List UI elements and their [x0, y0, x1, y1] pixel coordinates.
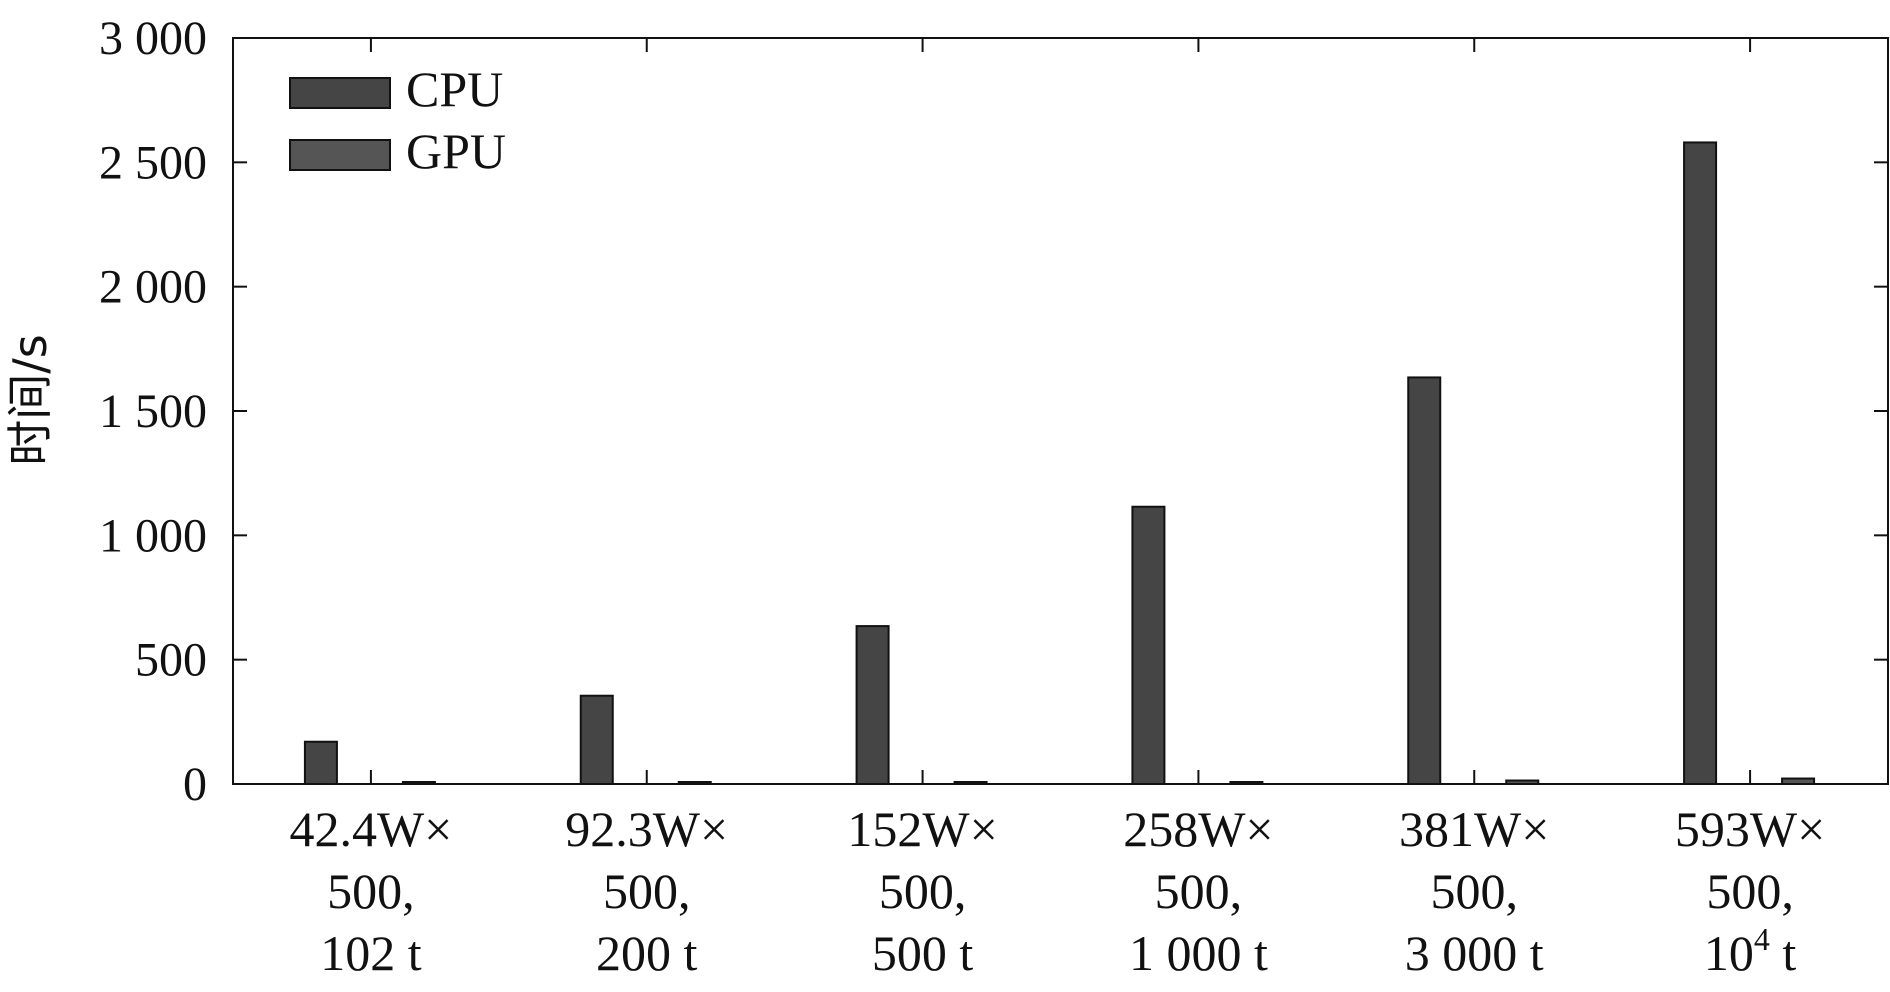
y-axis: 0 500 1 000 1 500 2 000 2 500 3 000 — [99, 12, 1888, 811]
bar-cpu — [579, 694, 614, 785]
bar-cpu — [1683, 141, 1718, 785]
x-tick-label-line3-main: 3 000 t — [1405, 925, 1544, 981]
bar-gpu — [1229, 781, 1264, 785]
y-tick-label: 3 000 — [99, 12, 207, 65]
x-tick-label-line2: 500, — [1155, 863, 1243, 919]
x-tick-label-line3: 104 t — [1704, 921, 1797, 981]
x-tick-label-line3: 3 000 t — [1405, 925, 1544, 981]
bar-gpu — [953, 781, 988, 785]
bar-gpu — [401, 781, 436, 785]
x-tick-label-line1: 152W× — [847, 801, 997, 857]
x-axis: 42.4W× 500, 102 t 92.3W× 500, 200 t 152W× 500, 5… — [289, 38, 1825, 981]
y-axis-title: 时间/s — [3, 334, 57, 465]
bar-gpu — [1505, 779, 1540, 786]
bar-gpu — [677, 781, 712, 785]
bar-cpu — [1131, 505, 1166, 785]
bars — [303, 141, 1816, 786]
x-tick-label-line1: 258W× — [1123, 801, 1273, 857]
legend-label-gpu: GPU — [406, 123, 506, 179]
x-tick-label-line2: 500, — [1431, 863, 1519, 919]
x-tick-label-line3-main: 10 — [1704, 925, 1754, 981]
x-tick-label-line2: 500, — [327, 863, 415, 919]
x-tick-label-line3: 102 t — [320, 925, 422, 981]
x-tick-label-line2: 500, — [879, 863, 967, 919]
legend-swatch-gpu — [289, 139, 391, 171]
x-tick-label-suffix: t — [1770, 925, 1797, 981]
x-tick-label-line2: 500, — [603, 863, 691, 919]
y-tick-label: 1 000 — [99, 509, 207, 562]
x-tick-label-line2: 500, — [1706, 863, 1794, 919]
y-tick-label: 0 — [183, 758, 207, 811]
x-tick-label-line3-main: 102 t — [320, 925, 422, 981]
legend: CPU GPU — [289, 61, 506, 179]
bar-cpu — [1407, 376, 1442, 785]
x-tick-label-line3-main: 1 000 t — [1129, 925, 1268, 981]
x-tick-label-superscript: 4 — [1754, 921, 1770, 957]
x-tick-label-line1: 593W× — [1675, 801, 1825, 857]
y-tick-label: 500 — [135, 634, 207, 687]
legend-label-cpu: CPU — [406, 61, 503, 117]
y-tick-label: 2 500 — [99, 136, 207, 189]
x-tick-label-line3: 200 t — [596, 925, 698, 981]
x-tick-label-line1: 42.4W× — [289, 801, 452, 857]
x-tick-label-line3-main: 200 t — [596, 925, 698, 981]
legend-swatch-cpu — [289, 77, 391, 109]
y-tick-label: 1 500 — [99, 385, 207, 438]
bar-cpu — [303, 740, 338, 786]
x-tick-label-line1: 92.3W× — [565, 801, 728, 857]
y-tick-label: 2 000 — [99, 261, 207, 314]
bar-gpu — [1781, 777, 1816, 786]
bar-cpu — [855, 625, 890, 786]
x-tick-label-line3: 1 000 t — [1129, 925, 1268, 981]
x-tick-label-line3: 500 t — [872, 925, 974, 981]
x-tick-label-line3-main: 500 t — [872, 925, 974, 981]
x-tick-label-line1: 381W× — [1399, 801, 1549, 857]
